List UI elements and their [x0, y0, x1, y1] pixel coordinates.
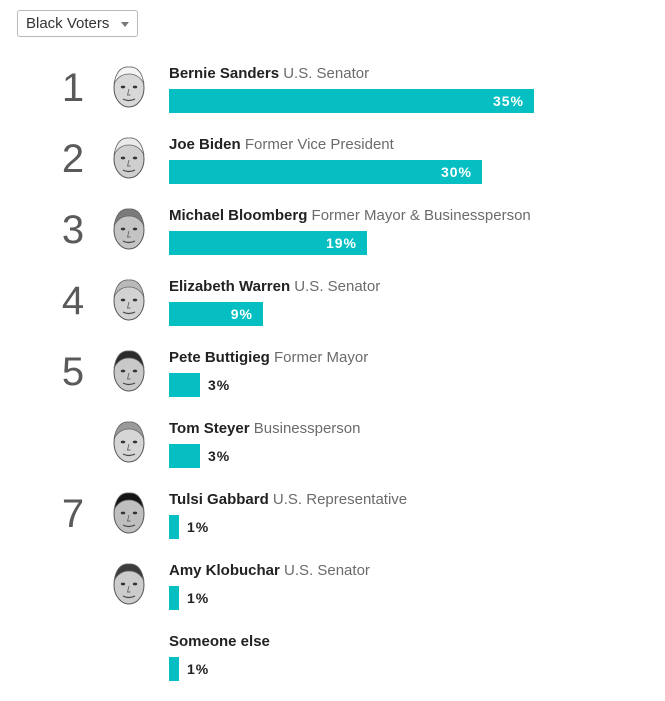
value-bar [169, 444, 200, 468]
value-bar [169, 231, 367, 255]
rank-number: 3 [61, 208, 85, 252]
pete-buttigieg-portrait-icon [109, 346, 149, 394]
value-bar [169, 302, 263, 326]
candidate-name: Joe Biden [169, 136, 241, 153]
tom-steyer-portrait-icon [109, 417, 149, 465]
value-label: 19% [325, 235, 357, 251]
candidate-label: Joe Biden Former Vice President [169, 136, 394, 153]
candidate-name: Amy Klobuchar [169, 562, 280, 579]
candidate-row: Tom Steyer Businessperson 3% [0, 417, 665, 488]
candidate-title: U.S. Senator [279, 65, 370, 82]
amy-klobuchar-portrait-icon [109, 559, 149, 607]
candidate-name: Bernie Sanders [169, 65, 280, 82]
tulsi-gabbard-portrait-icon [109, 488, 149, 536]
value-bar [169, 89, 534, 113]
candidate-title: Former Vice President [240, 136, 394, 153]
candidate-name: Tom Steyer [169, 420, 250, 437]
candidate-name: Elizabeth Warren [169, 278, 291, 295]
value-bar [169, 515, 179, 539]
rank-number: 2 [61, 137, 85, 181]
rank-number: 1 [61, 66, 85, 110]
candidate-row: 1 Bernie Sanders U.S. Senator 35% [0, 62, 665, 133]
candidate-label: Amy Klobuchar U.S. Senator [169, 562, 370, 579]
candidate-label: Tom Steyer Businessperson [169, 420, 361, 437]
candidate-label: Pete Buttigieg Former Mayor [169, 349, 368, 366]
candidate-row: Someone else 1% [0, 630, 665, 701]
joe-biden-portrait-icon [109, 133, 149, 181]
candidate-name: Michael Bloomberg [169, 207, 308, 224]
value-bar [169, 373, 200, 397]
candidate-name: Pete Buttigieg [169, 349, 270, 366]
candidate-row: 3 Michael Bloomberg Former Mayor & Busine… [0, 204, 665, 275]
rank-number: 5 [61, 350, 85, 394]
value-label: 35% [492, 93, 524, 109]
value-bar [169, 160, 482, 184]
value-label: 3% [208, 448, 231, 464]
value-label: 3% [208, 377, 231, 393]
candidate-label: Someone else [169, 633, 270, 650]
candidate-row: 5 Pete Buttigieg Former Mayor 3% [0, 346, 665, 417]
value-bar [169, 586, 179, 610]
candidate-label: Michael Bloomberg Former Mayor & Busines… [169, 207, 531, 224]
candidate-row: 4 Elizabeth Warren U.S. Senator 9% [0, 275, 665, 346]
candidate-row: Amy Klobuchar U.S. Senator 1% [0, 559, 665, 630]
value-label: 9% [230, 306, 253, 322]
candidate-name: Someone else [169, 633, 270, 650]
candidate-title: Former Mayor [269, 349, 369, 366]
chevron-down-icon[interactable] [121, 22, 130, 27]
candidate-row: 2 Joe Biden Former Vice President 30% [0, 133, 665, 204]
candidate-title: U.S. Representative [268, 491, 408, 508]
michael-bloomberg-portrait-icon [109, 204, 149, 252]
candidate-label: Bernie Sanders U.S. Senator [169, 65, 369, 82]
candidate-row: 7 Tulsi Gabbard U.S. Representative 1% [0, 488, 665, 559]
value-label: 1% [187, 661, 210, 677]
value-label: 30% [440, 164, 472, 180]
voter-group-selected: Black Voters [26, 15, 110, 32]
candidate-title: U.S. Senator [290, 278, 381, 295]
candidate-title: U.S. Senator [279, 562, 370, 579]
bernie-sanders-portrait-icon [109, 62, 149, 110]
elizabeth-warren-portrait-icon [109, 275, 149, 323]
candidate-label: Tulsi Gabbard U.S. Representative [169, 491, 407, 508]
value-label: 1% [187, 519, 210, 535]
rank-number: 4 [61, 279, 85, 323]
voter-group-dropdown[interactable]: Black Voters [17, 10, 139, 37]
candidate-label: Elizabeth Warren U.S. Senator [169, 278, 380, 295]
value-label: 1% [187, 590, 210, 606]
rank-number: 7 [61, 492, 85, 536]
candidate-name: Tulsi Gabbard [169, 491, 269, 508]
value-bar [169, 657, 179, 681]
candidate-title: Former Mayor & Businessperson [307, 207, 531, 224]
candidate-title: Businessperson [249, 420, 361, 437]
